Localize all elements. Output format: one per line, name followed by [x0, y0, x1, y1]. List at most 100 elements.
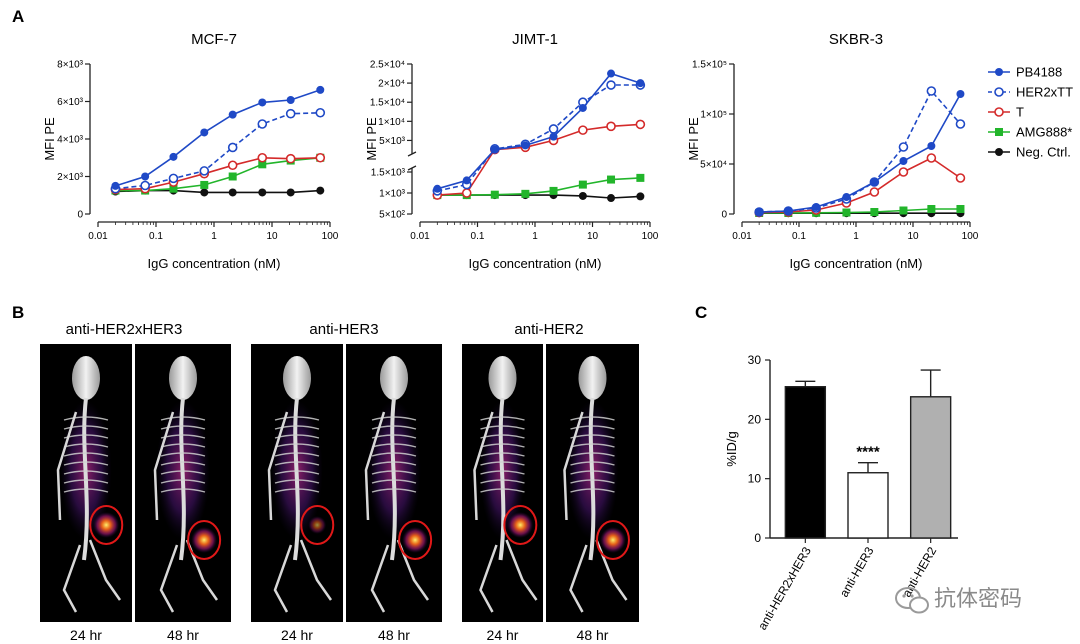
- y-axis-label: %ID/g: [724, 431, 739, 466]
- y-axis-label: MFI PE: [364, 117, 379, 161]
- data-point-pb4188: [870, 178, 879, 186]
- chart-title: MCF-7: [191, 31, 237, 48]
- rib: [160, 479, 206, 484]
- data-point-t: [257, 152, 268, 163]
- hind-limb: [273, 544, 293, 613]
- hind-limb: [370, 544, 390, 613]
- data-point-amg888: [636, 173, 645, 182]
- panel-letter-c: C: [695, 303, 707, 322]
- series-her2xtt: [754, 86, 966, 217]
- imaging-group-title: anti-HER2: [514, 321, 583, 338]
- data-point-pb4188: [258, 98, 267, 107]
- watermark: 抗体密码: [895, 586, 1022, 614]
- y-tick-label: 4×10³: [57, 135, 84, 146]
- x-axis-label: IgG concentration (nM): [148, 256, 281, 271]
- series-line-her2xtt: [759, 89, 962, 213]
- mouse-scan-image: [546, 344, 639, 622]
- rib: [570, 488, 615, 493]
- y-tick-label: 20: [748, 412, 762, 426]
- legend-label: PB4188: [1016, 65, 1062, 80]
- y-axis-label: MFI PE: [686, 117, 701, 161]
- hind-limb: [505, 539, 538, 601]
- skull: [380, 356, 408, 400]
- significance-annotation: ****: [856, 444, 880, 461]
- rib: [63, 443, 109, 448]
- rib: [371, 416, 417, 421]
- mouse-scan-image: [251, 344, 343, 622]
- rib: [274, 452, 320, 457]
- rib: [480, 452, 525, 457]
- rib: [371, 470, 417, 475]
- data-point-amg888: [607, 175, 616, 184]
- rib: [274, 488, 320, 493]
- tumor-signal: [93, 512, 120, 538]
- rib: [480, 416, 525, 421]
- legend-item-her2xtt: HER2xTT: [988, 85, 1073, 100]
- data-point-her2xtt: [227, 142, 238, 153]
- chart-title: JIMT-1: [512, 31, 558, 48]
- y-tick-label: 1×10⁵: [700, 110, 727, 121]
- data-point-neg: [258, 188, 267, 197]
- rib: [570, 425, 615, 430]
- hind-limb: [569, 544, 588, 613]
- spine: [293, 397, 300, 561]
- rib: [160, 425, 206, 430]
- imaging-group-title: anti-HER3: [309, 321, 378, 338]
- series-pb4188: [433, 69, 645, 193]
- series-line-pb4188: [115, 89, 321, 187]
- tumor-circle: [89, 505, 124, 545]
- skull: [72, 356, 100, 400]
- front-limb: [56, 411, 78, 521]
- x-category-label: anti-HER3: [837, 544, 877, 599]
- data-point-t: [606, 121, 616, 132]
- x-axis-label: IgG concentration (nM): [469, 256, 602, 271]
- data-point-pb4188: [812, 203, 821, 211]
- legend-marker: [994, 87, 1004, 97]
- front-limb: [153, 411, 175, 521]
- rib: [480, 425, 525, 430]
- y-tick-label: 1×10⁴: [378, 117, 405, 128]
- tumor-circle: [300, 505, 335, 545]
- x-tick-label: 0.01: [88, 231, 108, 242]
- hind-limb: [299, 539, 333, 601]
- data-point-her2xtt: [199, 166, 210, 176]
- data-point-t: [635, 119, 646, 130]
- series-line-her2xtt: [115, 112, 321, 190]
- rib: [371, 488, 417, 493]
- y-tick-label: 0: [721, 210, 727, 221]
- x-tick-label: 0.01: [410, 231, 430, 242]
- data-point-amg888: [870, 208, 879, 216]
- wechat-icon: [895, 587, 929, 614]
- rib: [274, 416, 320, 421]
- rib: [160, 452, 206, 457]
- series-line-pb4188: [437, 72, 641, 190]
- data-point-t: [926, 153, 937, 163]
- x-tick-label: 100: [962, 231, 979, 242]
- tumor-circle: [595, 520, 630, 560]
- rib: [570, 443, 615, 448]
- data-point-amg888: [842, 208, 851, 217]
- data-point-pb4188: [141, 172, 150, 181]
- x-tick-label: 1: [211, 231, 217, 242]
- rib: [63, 461, 109, 466]
- timepoint-label: 48 hr: [577, 627, 609, 643]
- y-tick-label: 0: [754, 531, 761, 545]
- data-point-pb4188: [549, 132, 558, 141]
- panel-letter-a: A: [12, 7, 24, 26]
- data-point-pb4188: [316, 85, 325, 94]
- chart-jimt1: JIMT-1 MFI PE IgG concentration (nM) 0.01 0.…: [364, 31, 659, 271]
- tumor-signal: [402, 527, 429, 553]
- data-point-amg888: [169, 184, 178, 193]
- skull: [488, 356, 517, 400]
- x-axis-label: IgG concentration (nM): [790, 256, 923, 271]
- legend-item-t: T: [988, 105, 1024, 120]
- y-tick-label: 0: [77, 210, 83, 221]
- rib: [160, 443, 206, 448]
- data-point-pb4188: [927, 142, 936, 150]
- x-tick-label: 10: [266, 231, 278, 242]
- x-tick-label: 100: [642, 231, 659, 242]
- data-point-amg888: [490, 190, 499, 199]
- rib: [480, 461, 525, 466]
- data-point-neg: [636, 192, 645, 201]
- x-category-label: anti-HER2xHER3: [755, 544, 814, 632]
